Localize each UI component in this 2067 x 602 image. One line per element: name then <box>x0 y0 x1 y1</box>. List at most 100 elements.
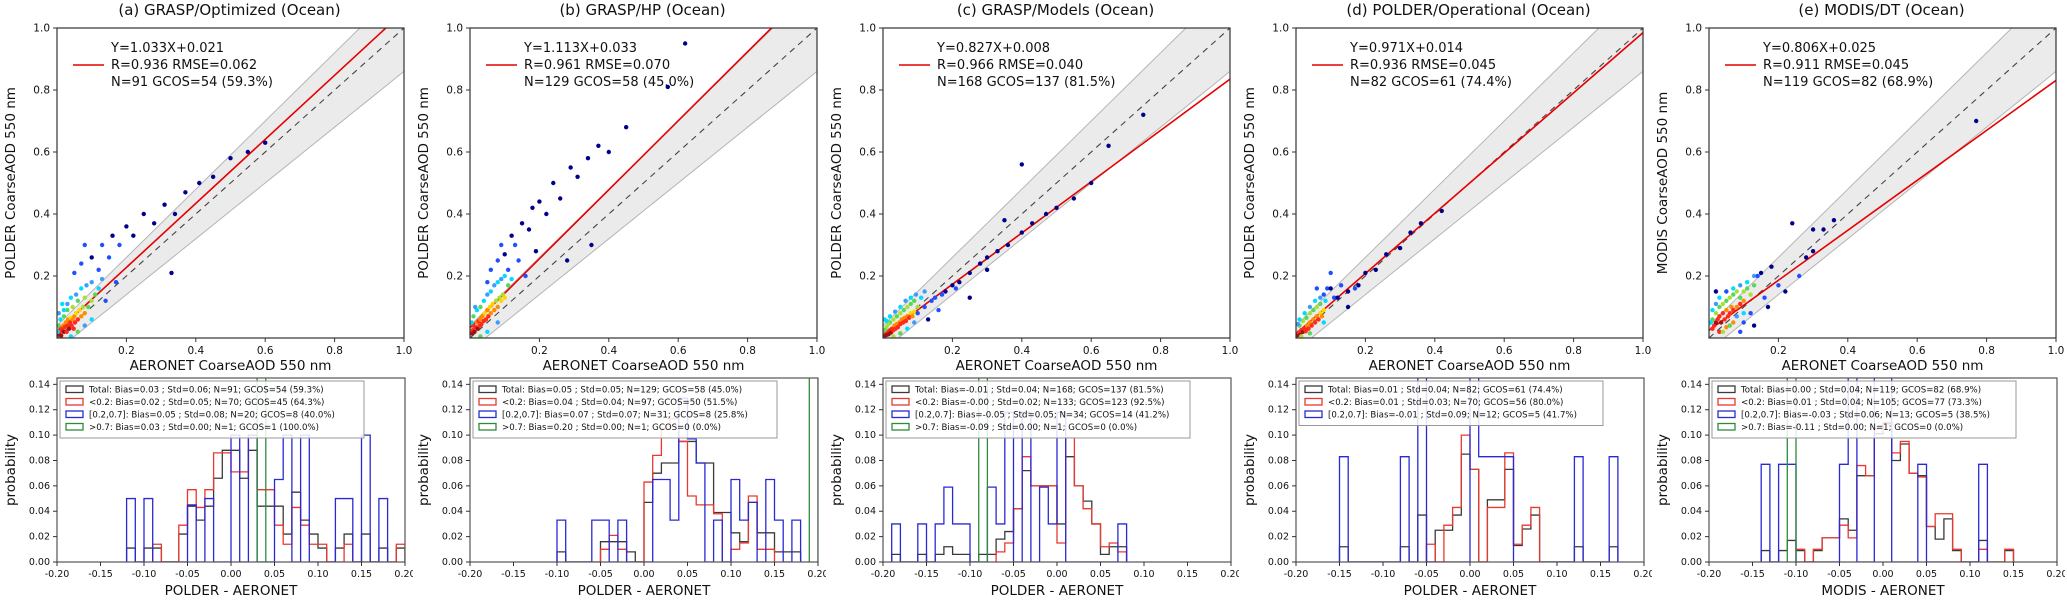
svg-text:AERONET CoarseAOD 550 nm: AERONET CoarseAOD 550 nm <box>956 358 1158 372</box>
svg-text:0.10: 0.10 <box>1959 569 1980 580</box>
panel-e-scatter-plot: 0.2 0.4 0.6 0.8 1.0 0.2 0.4 0.6 0.8 1.0 Y=0.806X+0… <box>1652 20 2065 373</box>
svg-text:-0.10: -0.10 <box>958 569 983 580</box>
svg-text:0.2: 0.2 <box>531 345 548 357</box>
svg-text:0.02: 0.02 <box>855 532 876 543</box>
svg-text:probability: probability <box>829 434 845 506</box>
svg-text:0.10: 0.10 <box>1268 430 1289 441</box>
svg-text:-0.15: -0.15 <box>1740 569 1765 580</box>
svg-text:0.8: 0.8 <box>33 85 50 97</box>
svg-text:0.20: 0.20 <box>2046 569 2065 580</box>
svg-text:AERONET CoarseAOD 550 nm: AERONET CoarseAOD 550 nm <box>543 358 745 372</box>
svg-text:0.6: 0.6 <box>1685 147 1702 159</box>
svg-text:0.20: 0.20 <box>1220 569 1239 580</box>
panel-d-title: (d) POLDER/Operational (Ocean) <box>1346 1 1591 19</box>
svg-text:0.06: 0.06 <box>442 481 463 492</box>
svg-text:N=119 GCOS=82 (68.9%): N=119 GCOS=82 (68.9%) <box>1763 75 1933 90</box>
svg-text:0.10: 0.10 <box>720 569 741 580</box>
svg-text:-0.20: -0.20 <box>1284 569 1309 580</box>
svg-text:<0.2: Bias=0.01 ; Std=0.04; N=: <0.2: Bias=0.01 ; Std=0.04; N=105; GCOS=… <box>1741 398 1982 408</box>
svg-text:0.10: 0.10 <box>1681 430 1702 441</box>
svg-text:0.12: 0.12 <box>29 405 50 416</box>
svg-text:0.8: 0.8 <box>326 345 343 357</box>
svg-text:0.2: 0.2 <box>33 271 50 283</box>
svg-text:[0.2,0.7]: Bias=-0.03 ; Std=0.: [0.2,0.7]: Bias=-0.03 ; Std=0.06; N=13; … <box>1741 411 1990 421</box>
svg-text:<0.2: Bias=0.04 ; Std=0.04; N=: <0.2: Bias=0.04 ; Std=0.04; N=97; GCOS=5… <box>502 398 737 408</box>
svg-text:POLDER CoarseAOD 550 nm: POLDER CoarseAOD 550 nm <box>1242 87 1258 279</box>
svg-text:0.2: 0.2 <box>944 345 961 357</box>
svg-text:0.6: 0.6 <box>1909 345 1926 357</box>
svg-text:0.8: 0.8 <box>1978 345 1995 357</box>
svg-text:N=129 GCOS=58 (45.0%): N=129 GCOS=58 (45.0%) <box>524 75 694 90</box>
svg-text:MODIS - AERONET: MODIS - AERONET <box>1821 583 1945 599</box>
svg-text:1.0: 1.0 <box>859 23 876 35</box>
svg-text:probability: probability <box>1655 434 1671 506</box>
svg-text:0.4: 0.4 <box>1272 209 1289 221</box>
svg-text:0.02: 0.02 <box>29 532 50 543</box>
svg-text:0.06: 0.06 <box>1681 481 1702 492</box>
svg-text:0.00: 0.00 <box>1046 569 1067 580</box>
svg-text:0.15: 0.15 <box>764 569 785 580</box>
svg-text:-0.15: -0.15 <box>914 569 939 580</box>
svg-text:POLDER CoarseAOD 550 nm: POLDER CoarseAOD 550 nm <box>829 87 845 279</box>
svg-text:1.0: 1.0 <box>809 345 826 357</box>
panel-c: (c) GRASP/Models (Ocean) 0.2 0.4 0.6 0.8 1.0… <box>826 0 1239 602</box>
svg-text:1.0: 1.0 <box>1222 345 1239 357</box>
svg-text:Total: Bias=0.05 ; Std=0.05; N: Total: Bias=0.05 ; Std=0.05; N=129; GCOS… <box>501 386 742 396</box>
svg-text:0.08: 0.08 <box>1681 455 1702 466</box>
svg-text:-0.10: -0.10 <box>132 569 157 580</box>
svg-text:AERONET CoarseAOD 550 nm: AERONET CoarseAOD 550 nm <box>1782 358 1984 372</box>
svg-text:0.4: 0.4 <box>187 345 204 357</box>
svg-text:0.4: 0.4 <box>1839 345 1856 357</box>
svg-text:-0.05: -0.05 <box>1001 569 1026 580</box>
svg-text:0.10: 0.10 <box>29 430 50 441</box>
svg-text:0.20: 0.20 <box>1633 569 1652 580</box>
svg-text:0.02: 0.02 <box>442 532 463 543</box>
svg-text:1.0: 1.0 <box>33 23 50 35</box>
svg-text:0.02: 0.02 <box>1681 532 1702 543</box>
svg-text:0.00: 0.00 <box>29 557 50 568</box>
svg-text:-0.20: -0.20 <box>1697 569 1722 580</box>
svg-text:0.00: 0.00 <box>633 569 654 580</box>
svg-text:>0.7: Bias=0.03 ; Std=0.00; N=: >0.7: Bias=0.03 ; Std=0.00; N=1; GCOS=1 … <box>89 423 319 433</box>
panel-d-scatter-plot: 0.2 0.4 0.6 0.8 1.0 0.2 0.4 0.6 0.8 1.0 Y=0.971X+0… <box>1239 20 1652 373</box>
panel-d: (d) POLDER/Operational (Ocean) 0.2 0.4 0.6… <box>1239 0 1652 602</box>
svg-text:0.05: 0.05 <box>1090 569 1111 580</box>
svg-text:-0.20: -0.20 <box>871 569 896 580</box>
svg-text:0.08: 0.08 <box>855 455 876 466</box>
svg-text:1.0: 1.0 <box>1272 23 1289 35</box>
svg-text:POLDER CoarseAOD 550 nm: POLDER CoarseAOD 550 nm <box>3 87 19 279</box>
svg-text:Y=0.806X+0.025: Y=0.806X+0.025 <box>1762 41 1876 56</box>
svg-text:0.15: 0.15 <box>2003 569 2024 580</box>
svg-text:0.14: 0.14 <box>1268 379 1289 390</box>
panel-a-scatter-plot: 0.2 0.4 0.6 0.8 1.0 0.2 0.4 0.6 0.8 1.0 Y=1.033X+0… <box>0 20 413 373</box>
svg-text:MODIS CoarseAOD 550 nm: MODIS CoarseAOD 550 nm <box>1655 92 1671 274</box>
svg-text:R=0.966 RMSE=0.040: R=0.966 RMSE=0.040 <box>937 58 1083 73</box>
svg-text:probability: probability <box>3 434 19 506</box>
svg-text:0.04: 0.04 <box>1681 506 1702 517</box>
svg-text:>0.7: Bias=0.20 ; Std=0.00; N=: >0.7: Bias=0.20 ; Std=0.00; N=1; GCOS=0 … <box>502 423 721 433</box>
svg-text:Y=0.827X+0.008: Y=0.827X+0.008 <box>936 41 1050 56</box>
svg-text:R=0.936 RMSE=0.062: R=0.936 RMSE=0.062 <box>111 58 257 73</box>
svg-text:>0.7: Bias=-0.11 ; Std=0.00; N: >0.7: Bias=-0.11 ; Std=0.00; N=1; GCOS=0… <box>1741 423 1963 433</box>
svg-text:1.0: 1.0 <box>2048 345 2065 357</box>
svg-text:0.6: 0.6 <box>1083 345 1100 357</box>
svg-text:0.6: 0.6 <box>859 147 876 159</box>
svg-text:0.00: 0.00 <box>1681 557 1702 568</box>
svg-text:0.00: 0.00 <box>220 569 241 580</box>
svg-text:POLDER - AERONET: POLDER - AERONET <box>1404 583 1537 599</box>
svg-text:POLDER - AERONET: POLDER - AERONET <box>165 583 298 599</box>
svg-text:0.05: 0.05 <box>1503 569 1524 580</box>
svg-text:-0.20: -0.20 <box>458 569 483 580</box>
svg-text:0.8: 0.8 <box>859 85 876 97</box>
svg-text:0.8: 0.8 <box>739 345 756 357</box>
svg-text:-0.10: -0.10 <box>545 569 570 580</box>
svg-text:0.20: 0.20 <box>807 569 826 580</box>
svg-text:N=168 GCOS=137 (81.5%): N=168 GCOS=137 (81.5%) <box>937 75 1115 90</box>
svg-text:0.8: 0.8 <box>1565 345 1582 357</box>
svg-text:0.10: 0.10 <box>1546 569 1567 580</box>
svg-text:0.4: 0.4 <box>33 209 50 221</box>
svg-text:0.14: 0.14 <box>29 379 50 390</box>
svg-text:0.2: 0.2 <box>1272 271 1289 283</box>
svg-text:0.2: 0.2 <box>1770 345 1787 357</box>
panel-b-scatter-plot: 0.2 0.4 0.6 0.8 1.0 0.2 0.4 0.6 0.8 1.0 Y=1.113X+0… <box>413 20 826 373</box>
